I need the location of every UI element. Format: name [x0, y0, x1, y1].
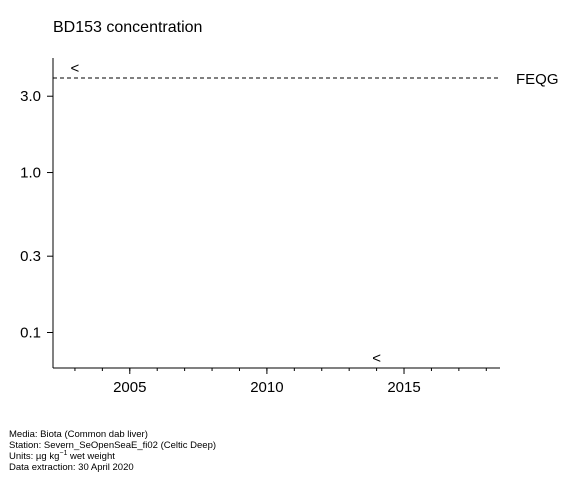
x-tick-label: 2005: [113, 379, 146, 396]
y-tick-label: 3.0: [20, 88, 41, 105]
x-tick-label: 2010: [250, 379, 283, 396]
feqg-label: FEQG: [516, 71, 559, 88]
y-tick-label: 1.0: [20, 165, 41, 182]
footer-units-suffix: wet weight: [67, 451, 115, 462]
chart-footer: Media: Biota (Common dab liver) Station:…: [9, 429, 216, 473]
footer-units-prefix: Units: µg kg: [9, 451, 60, 462]
x-tick-label: 2015: [387, 379, 420, 396]
data-point-marker: <: [372, 350, 381, 367]
data-point-marker: <: [71, 60, 80, 77]
y-tick-label: 0.1: [20, 325, 41, 342]
footer-units-exponent: −1: [59, 449, 68, 457]
footer-units: Units: µg kg−1 wet weight: [9, 449, 216, 462]
y-tick-label: 0.3: [20, 248, 41, 265]
footer-station: Station: Severn_SeOpenSeaE_fi02 (Celtic …: [9, 440, 217, 451]
chart-title: BD153 concentration: [53, 19, 203, 36]
footer-extraction: Data extraction: 30 April 2020: [9, 462, 134, 473]
footer-media: Media: Biota (Common dab liver): [9, 429, 148, 440]
